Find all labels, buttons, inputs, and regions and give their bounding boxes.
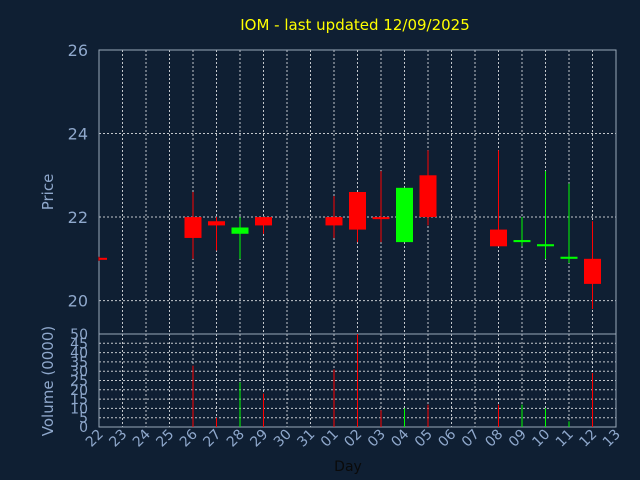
- x-tick-label: 28: [224, 427, 248, 451]
- x-tick-label: 23: [106, 427, 130, 451]
- candle-body: [99, 257, 107, 260]
- candles: [98, 150, 601, 309]
- volume-axis-label: Volume (0000): [39, 326, 57, 436]
- x-tick-label: 05: [412, 427, 436, 451]
- volume-tick-label: 50: [70, 327, 88, 343]
- x-tick-label: 03: [365, 427, 389, 451]
- x-tick-label: 25: [153, 427, 177, 451]
- volume-tick-label: 20: [70, 383, 88, 399]
- x-tick-label: 11: [553, 427, 577, 451]
- x-tick-label: 09: [506, 427, 530, 451]
- x-tick-label: 29: [247, 427, 271, 451]
- candle-body: [255, 217, 272, 226]
- x-tick-label: 08: [482, 427, 506, 451]
- x-tick-label: 30: [271, 427, 295, 451]
- x-tick-label: 12: [576, 427, 600, 451]
- volume-tick-label: 5: [79, 411, 88, 427]
- x-tick-label: 27: [200, 427, 224, 451]
- candle-body: [513, 240, 531, 243]
- x-tick-label: 10: [529, 427, 553, 451]
- price-axis-ticks: 20 22 24 26: [68, 41, 88, 311]
- candle-body: [396, 187, 413, 243]
- x-axis-ticks: 22 23 24 25 26 27 28 29 30 31 01 02 03 04 05 06 07 08 09 10…: [83, 426, 624, 450]
- candle-body: [584, 258, 601, 284]
- candle-body: [560, 256, 578, 259]
- candle-body: [231, 227, 249, 234]
- x-tick-label: 01: [318, 427, 342, 451]
- price-tick-label: 26: [68, 41, 88, 60]
- price-axis-label: Price: [39, 174, 57, 211]
- candle-body: [325, 217, 343, 226]
- chart-title: IOM - last updated 12/09/2025: [240, 16, 470, 34]
- candle-body: [349, 192, 366, 230]
- x-tick-label: 24: [130, 426, 154, 450]
- x-tick-label: 04: [388, 426, 412, 450]
- volume-tick-label: 40: [70, 346, 88, 362]
- candle-body: [208, 221, 225, 226]
- volume-tick-label: 15: [70, 392, 88, 408]
- price-tick-label: 24: [68, 125, 88, 144]
- x-tick-label: 06: [435, 426, 459, 450]
- price-tick-label: 22: [68, 208, 88, 227]
- x-axis-label: Day: [334, 459, 362, 475]
- volume-tick-label: 0: [79, 420, 88, 436]
- x-tick-label: 26: [177, 426, 201, 450]
- x-tick-label: 31: [294, 427, 318, 451]
- candle-body: [490, 229, 507, 247]
- x-tick-label: 02: [341, 427, 365, 451]
- volume-tick-label: 35: [70, 355, 88, 371]
- x-tick-label: 07: [459, 427, 483, 451]
- candle-body: [537, 244, 554, 247]
- candle-body: [419, 175, 437, 218]
- x-tick-label: 13: [600, 427, 624, 451]
- volume-tick-label: 25: [70, 374, 88, 390]
- candle-body: [184, 217, 202, 238]
- price-tick-label: 20: [68, 292, 88, 311]
- volume-bars: [192, 334, 593, 427]
- volume-tick-label: 30: [70, 364, 88, 380]
- volume-tick-label: 10: [70, 401, 88, 417]
- candle-body: [372, 217, 390, 220]
- volume-tick-label: 45: [70, 336, 88, 352]
